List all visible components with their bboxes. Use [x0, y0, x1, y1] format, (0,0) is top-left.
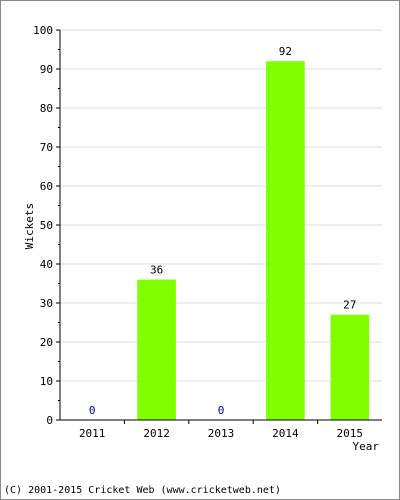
y-tick-label: 40 [40, 258, 53, 271]
data-label-2011: 0 [89, 404, 96, 417]
data-label-2015: 27 [343, 299, 356, 312]
x-tick-label-2014: 2014 [272, 427, 299, 440]
labels: 0 10 20 30 40 50 60 70 80 90 100 0 2011 36 2012 0 2013 92… [33, 24, 363, 440]
y-tick-label: 10 [40, 375, 53, 388]
y-tick-label: 50 [40, 219, 53, 232]
y-tick-label: 20 [40, 336, 53, 349]
y-tick-label: 100 [33, 24, 53, 37]
bar-2012 [137, 279, 176, 420]
y-axis-label: Wickets [23, 203, 36, 249]
x-tick-label-2012: 2012 [143, 427, 170, 440]
copyright-footer: (C) 2001-2015 Cricket Web (www.cricketwe… [4, 485, 281, 496]
y-tick-label: 30 [40, 297, 53, 310]
y-tick-label: 0 [46, 414, 53, 427]
y-tick-label: 70 [40, 141, 53, 154]
bar-2014 [266, 61, 305, 420]
axes [56, 29, 382, 424]
data-label-2012: 36 [150, 264, 163, 277]
x-axis-label: Year [353, 440, 380, 453]
x-tick-label-2015: 2015 [337, 427, 364, 440]
data-label-2013: 0 [218, 404, 225, 417]
x-tick-label-2013: 2013 [208, 427, 235, 440]
x-tick-label-2011: 2011 [79, 427, 106, 440]
bar-2015 [330, 314, 370, 420]
y-tick-label: 60 [40, 180, 53, 193]
bars [137, 61, 370, 420]
y-tick-label: 80 [40, 102, 53, 115]
data-label-2014: 92 [279, 45, 292, 58]
y-tick-label: 90 [40, 63, 53, 76]
gridlines [60, 29, 382, 382]
